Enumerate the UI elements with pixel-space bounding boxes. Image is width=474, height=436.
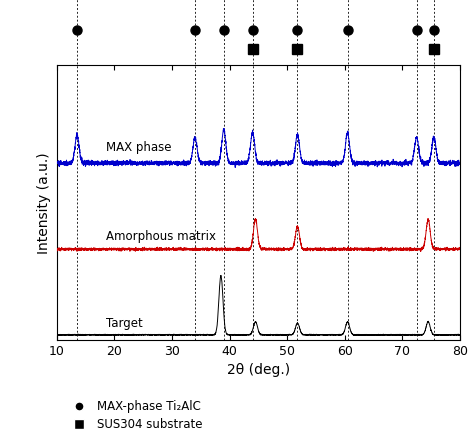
Text: MAX phase: MAX phase bbox=[106, 141, 171, 154]
Legend: MAX-phase Ti₂AlC, SUS304 substrate: MAX-phase Ti₂AlC, SUS304 substrate bbox=[63, 395, 207, 436]
Y-axis label: Intensity (a.u.): Intensity (a.u.) bbox=[37, 152, 51, 254]
Text: Amorphous matrix: Amorphous matrix bbox=[106, 229, 216, 242]
Text: Target: Target bbox=[106, 317, 143, 330]
X-axis label: 2θ (deg.): 2θ (deg.) bbox=[227, 364, 290, 378]
